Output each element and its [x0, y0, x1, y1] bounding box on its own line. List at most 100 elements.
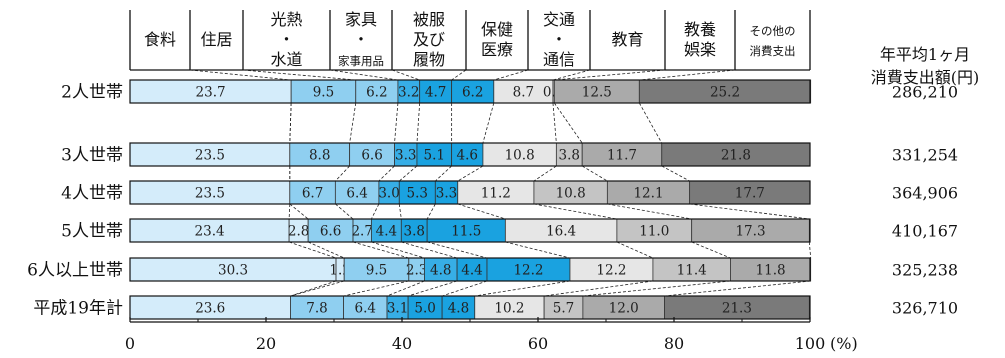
segment-connector-line	[288, 241, 337, 259]
column-header-label: ・	[278, 30, 294, 49]
header-connector-line	[639, 69, 736, 81]
segment-value-label: 12.2	[513, 263, 543, 279]
segment-connector-line	[335, 165, 350, 182]
segment-connector-line	[661, 165, 690, 182]
segment-value-label: 17.7	[735, 186, 765, 202]
column-header-label: 及び	[413, 30, 445, 49]
segment-value-label: 4.4	[461, 263, 482, 279]
header-connector-line	[242, 69, 356, 81]
segment-value-label: 6.7	[302, 186, 323, 202]
row-label: 平成19年計	[33, 299, 123, 319]
header-connector-line	[329, 69, 398, 81]
segment-connector-line	[638, 102, 663, 144]
segment-value-label: 3.3	[395, 148, 416, 164]
segment-value-label: 3.8	[559, 148, 580, 164]
totals-header-label: 年平均1ヶ月	[880, 45, 970, 64]
segment-connector-line	[426, 203, 436, 220]
segment-connector-line	[533, 203, 617, 220]
column-header-label: 教育	[611, 30, 643, 49]
segment-connector-line	[386, 280, 425, 297]
segment-connector-line	[533, 165, 557, 182]
column-header-label: 交通	[543, 10, 575, 29]
segment-connector-line	[378, 165, 395, 182]
segment-value-label: 4.7	[425, 85, 446, 101]
segment-value-label: 3.3	[436, 186, 457, 202]
header-connector-line	[493, 69, 529, 81]
segment-value-label: 2.7	[351, 224, 372, 240]
row-label: 5人世帯	[61, 222, 123, 242]
column-header-label: 保健	[481, 20, 513, 39]
segment-value-label: 9.5	[366, 263, 387, 279]
segment-connector-lines	[189, 69, 812, 297]
header-connector-line	[554, 69, 666, 81]
column-header-label: 娯楽	[684, 40, 716, 59]
segment-connector-line	[371, 203, 380, 220]
segment-connector-line	[416, 102, 421, 144]
column-header-label: 通信	[543, 50, 575, 69]
segment-connector-line	[399, 165, 418, 182]
segment-value-label: 6.6	[361, 148, 382, 164]
segment-value-label: 8.8	[309, 148, 330, 164]
segment-connector-line	[290, 280, 345, 297]
column-header-label: 住居	[200, 30, 232, 49]
header-connector-line	[391, 69, 420, 81]
segment-value-label: 3.8	[403, 224, 424, 240]
segment-value-label: 4.4	[376, 224, 397, 240]
column-header-label: 履物	[413, 50, 445, 69]
segment-connector-line	[664, 280, 811, 297]
segment-connector-line	[307, 241, 345, 259]
column-header-label: 教養	[684, 20, 716, 39]
segment-connector-line	[371, 241, 425, 259]
segment-connector-line	[544, 280, 653, 297]
segment-connector-line	[553, 102, 583, 144]
segment-connector-line	[582, 280, 731, 297]
x-tick-label: 20	[256, 334, 276, 353]
row-label: 2人世帯	[61, 83, 123, 103]
segment-value-label: 8.7	[513, 85, 534, 101]
segment-value-label: 23.5	[195, 186, 225, 202]
header-connector-line	[451, 69, 467, 81]
segment-value-label: 7.8	[306, 301, 327, 317]
segment-value-label: 4.8	[448, 301, 469, 317]
segment-connector-line	[552, 102, 557, 144]
x-axis-unit-label: (%)	[830, 334, 858, 353]
segment-value-label: 3.0	[378, 186, 399, 202]
segment-connector-line	[581, 165, 608, 182]
segment-connector-line	[607, 203, 692, 220]
row-total-value: 326,710	[892, 299, 958, 318]
bar-outline	[129, 218, 811, 243]
x-tick-label: 100	[795, 334, 826, 353]
segment-value-label: 21.3	[722, 301, 752, 317]
segment-connector-line	[290, 280, 337, 297]
segment-value-label: 9.5	[313, 85, 334, 101]
segment-value-label: 6.2	[462, 85, 483, 101]
row-total-value: 325,238	[892, 261, 958, 280]
segment-value-label: 11.7	[607, 148, 637, 164]
segment-value-label: 30.3	[218, 263, 248, 279]
segment-connector-line	[349, 102, 357, 144]
segment-value-label: 5.7	[553, 301, 574, 317]
segment-value-label: 12.5	[582, 85, 612, 101]
segment-value-label: 10.8	[556, 186, 586, 202]
segment-connector-line	[505, 241, 571, 259]
row-label: 6人以上世帯	[27, 261, 123, 281]
segment-value-label: 23.7	[196, 85, 226, 101]
segment-value-label: 3.2	[398, 85, 419, 101]
segment-value-label: 6.6	[320, 224, 341, 240]
x-tick-label: 0	[125, 334, 135, 353]
segment-value-label: 23.6	[195, 301, 225, 317]
segment-value-label: 11.4	[677, 263, 707, 279]
segment-value-label: 16.4	[546, 224, 576, 240]
x-axis: 0 20 40 60 80 100 (%)	[125, 317, 858, 353]
segment-value-label: 3.1	[387, 301, 408, 317]
segment-value-label: 11.5	[451, 224, 481, 240]
segment-value-label: 4.6	[457, 148, 478, 164]
column-header-label: ・	[353, 30, 369, 49]
segment-value-label: 5.3	[407, 186, 428, 202]
segment-value-label: 12.0	[609, 301, 639, 317]
segment-value-label: 21.8	[721, 148, 751, 164]
segment-value-label: 12.1	[633, 186, 663, 202]
segment-connector-line	[457, 203, 506, 220]
